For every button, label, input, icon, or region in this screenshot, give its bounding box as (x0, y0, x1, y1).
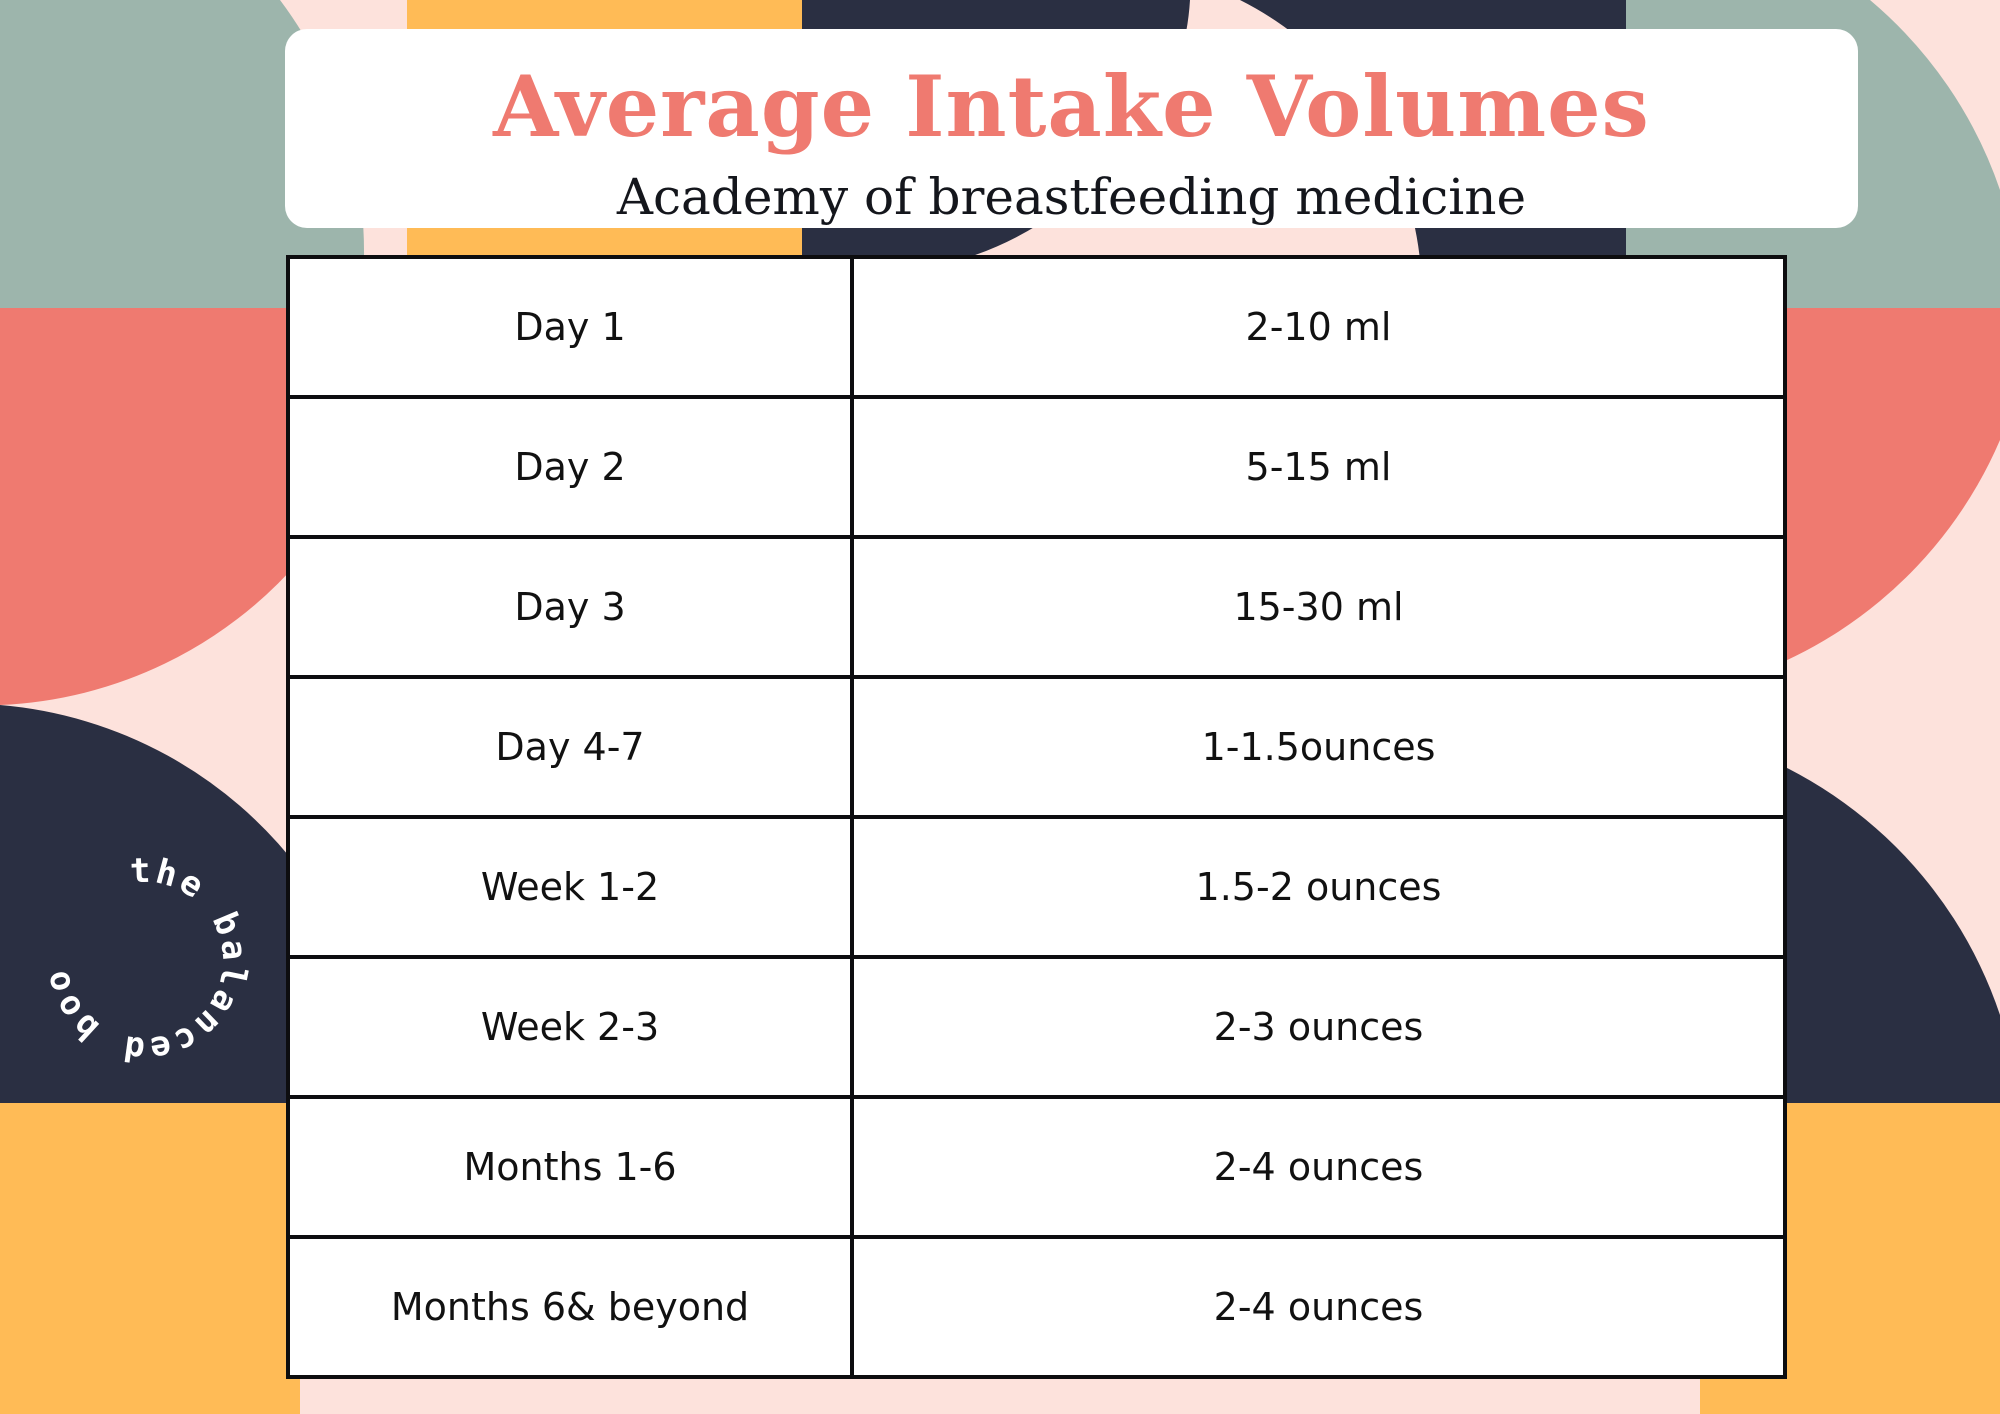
volume-cell: 2-10 ml (850, 255, 1787, 399)
volume-cell: 2-4 ounces (850, 1235, 1787, 1379)
table-row: Day 3 15-30 ml (286, 535, 1787, 679)
table-row: Week 2-3 2-3 ounces (286, 955, 1787, 1099)
period-cell: Day 3 (286, 535, 854, 679)
period-cell: Months 6& beyond (286, 1235, 854, 1379)
period-cell: Day 2 (286, 395, 854, 539)
table-row: Day 2 5-15 ml (286, 395, 1787, 539)
table-row: Week 1-2 1.5-2 ounces (286, 815, 1787, 959)
table-row: Months 6& beyond 2-4 ounces (286, 1235, 1787, 1379)
period-cell: Week 2-3 (286, 955, 854, 1099)
table-row: Months 1-6 2-4 ounces (286, 1095, 1787, 1239)
brand-logo: the balanced boob (30, 845, 255, 1070)
intake-table-container: Day 1 2-10 ml Day 2 5-15 ml Day 3 15-30 … (286, 255, 1787, 1414)
volume-cell: 15-30 ml (850, 535, 1787, 679)
period-cell: Week 1-2 (286, 815, 854, 959)
page-title: Average Intake Volumes (493, 57, 1650, 156)
table-row: Day 1 2-10 ml (286, 255, 1787, 399)
intake-table: Day 1 2-10 ml Day 2 5-15 ml Day 3 15-30 … (286, 255, 1787, 1379)
volume-cell: 1.5-2 ounces (850, 815, 1787, 959)
period-cell: Day 1 (286, 255, 854, 399)
title-card: Average Intake Volumes Academy of breast… (285, 29, 1858, 228)
volume-cell: 5-15 ml (850, 395, 1787, 539)
volume-cell: 1-1.5ounces (850, 675, 1787, 819)
logo-text: the balanced boob (30, 845, 252, 1070)
svg-text:the balanced boob: the balanced boob (30, 845, 255, 1070)
volume-cell: 2-3 ounces (850, 955, 1787, 1099)
page-subtitle: Academy of breastfeeding medicine (616, 168, 1527, 226)
table-row: Day 4-7 1-1.5ounces (286, 675, 1787, 819)
period-cell: Day 4-7 (286, 675, 854, 819)
period-cell: Months 1-6 (286, 1095, 854, 1239)
volume-cell: 2-4 ounces (850, 1095, 1787, 1239)
